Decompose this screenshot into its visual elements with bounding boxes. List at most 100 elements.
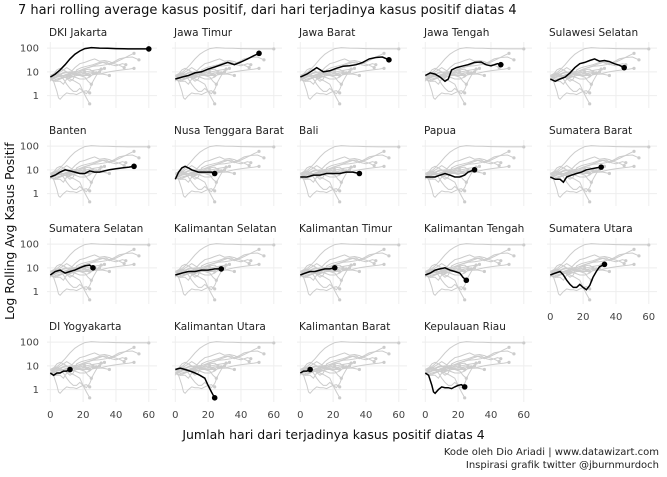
background-series-end-point: [122, 66, 126, 70]
background-series-end-point: [632, 247, 636, 251]
x-tick-label: 60: [142, 410, 155, 421]
x-tick-label: 40: [360, 410, 373, 421]
highlight-series-line: [300, 267, 335, 276]
background-series-line: [300, 73, 341, 105]
background-series-end-point: [124, 161, 128, 165]
background-series-end-point: [632, 149, 636, 153]
background-series-end-point: [318, 367, 322, 372]
background-series-end-point: [507, 66, 511, 70]
background-series-line: [550, 243, 649, 274]
background-series-end-point: [382, 164, 386, 168]
background-series-end-point: [107, 73, 111, 78]
background-series-end-point: [374, 63, 378, 67]
highlight-series-end-point: [471, 167, 478, 173]
background-series-end-point: [208, 70, 212, 74]
background-series-end-point: [249, 357, 253, 361]
x-axis-label: Jumlah hari dari terjadinya kasus positi…: [182, 427, 485, 442]
panel-title: Jawa Tengah: [423, 27, 489, 39]
background-series-end-point: [124, 357, 128, 361]
background-series-line: [550, 47, 649, 78]
background-series-end-point: [213, 102, 217, 106]
background-series-end-point: [213, 189, 217, 193]
highlight-series-line: [549, 58, 625, 83]
background-series-line: [425, 263, 480, 291]
background-series-end-point: [137, 58, 141, 62]
highlight-series-end-point: [331, 265, 338, 271]
background-series-end-point: [352, 66, 357, 70]
y-tick-label: 1: [33, 189, 39, 200]
background-series-line: [50, 365, 92, 379]
background-series-line: [425, 75, 436, 80]
background-series-line: [300, 176, 340, 199]
background-series-end-point: [374, 259, 378, 263]
background-series-end-point: [463, 91, 467, 95]
background-series-line: [300, 78, 340, 101]
background-series-line: [50, 372, 90, 395]
highlight-series-line: [424, 372, 466, 395]
background-series-end-point: [522, 341, 526, 345]
background-series-line: [550, 171, 591, 203]
highlight-series-line: [424, 61, 502, 83]
background-series-end-point: [249, 161, 253, 165]
y-tick-label: 100: [20, 338, 39, 349]
highlight-series-line: [549, 166, 602, 184]
panel-sumatera-barat: Sumatera Barat: [547, 125, 657, 206]
background-series-end-point: [512, 58, 516, 62]
background-series-line: [50, 350, 140, 372]
background-series-end-point: [497, 262, 501, 266]
panel-kepulauan-riau: Kepulauan Riau 0 20 40 60: [422, 321, 532, 421]
background-series-end-point: [382, 66, 386, 70]
background-series-end-point: [232, 73, 236, 78]
y-tick-label: 10: [26, 361, 39, 372]
background-series-line: [425, 56, 515, 78]
background-series-line: [175, 169, 217, 183]
panel-sumatera-utara: Sumatera Utara 0 20 40 60: [547, 223, 657, 323]
background-series-end-point: [568, 73, 572, 78]
background-series-line: [175, 78, 215, 101]
background-series-end-point: [458, 70, 462, 74]
background-series-end-point: [107, 171, 111, 176]
highlight-series-end-point: [131, 163, 137, 170]
background-series-end-point: [637, 58, 641, 62]
highlight-series-line: [49, 46, 149, 78]
background-series-end-point: [458, 364, 462, 368]
background-series-line: [425, 145, 524, 176]
y-tick-label: 1: [33, 287, 39, 298]
x-tick-label: 40: [110, 410, 123, 421]
background-series-line: [50, 267, 92, 281]
background-series-end-point: [372, 66, 376, 70]
background-series-line: [175, 67, 230, 95]
background-series-end-point: [372, 360, 376, 364]
background-series-line: [550, 252, 640, 274]
background-series-line: [50, 341, 149, 372]
background-series-end-point: [102, 66, 107, 70]
highlight-series-end-point: [463, 277, 470, 284]
background-series-end-point: [132, 345, 136, 349]
highlight-series-end-point: [90, 265, 96, 271]
highlight-series-line: [425, 169, 475, 178]
background-series-end-point: [58, 367, 62, 372]
background-series-line: [50, 165, 105, 193]
background-series-end-point: [499, 161, 503, 165]
x-tick-label: 0: [422, 410, 428, 421]
background-series-line: [300, 372, 340, 395]
background-series-line: [50, 369, 61, 374]
background-series-line: [550, 56, 640, 78]
background-series-end-point: [132, 51, 136, 55]
background-series-end-point: [338, 102, 342, 106]
background-series-end-point: [382, 345, 386, 349]
y-tick-label: 10: [26, 165, 39, 176]
panel-title: Kalimantan Barat: [299, 321, 390, 333]
background-series-end-point: [507, 345, 511, 349]
background-series-end-point: [588, 200, 592, 204]
background-series-end-point: [83, 168, 87, 172]
background-series-line: [300, 169, 342, 183]
background-series-end-point: [387, 156, 391, 160]
highlight-series-end-point: [601, 261, 608, 268]
x-tick-label: 0: [172, 410, 178, 421]
background-series-end-point: [482, 269, 486, 274]
panel-di-yogyakarta: DI Yogyakarta 1 10 100 0 20 40 60: [20, 321, 157, 421]
y-axis-label: Log Rolling Avg Kasus Positif: [2, 142, 17, 320]
background-series-end-point: [387, 254, 391, 258]
background-series-line: [425, 361, 480, 389]
